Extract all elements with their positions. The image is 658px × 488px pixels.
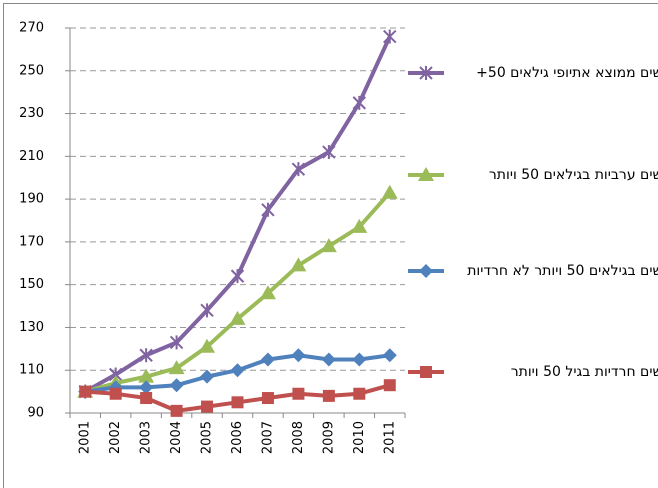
chart-frame <box>3 3 658 488</box>
point <box>322 145 336 160</box>
point <box>351 218 368 233</box>
point <box>291 162 306 177</box>
point <box>169 335 184 350</box>
y-tick-label: 150 <box>19 277 44 292</box>
y-tick-label: 130 <box>19 320 44 335</box>
point <box>230 363 245 378</box>
y-tick-label: 170 <box>19 234 44 249</box>
x-tick-label: 2001 <box>78 421 93 454</box>
legend-marker <box>419 264 433 278</box>
point <box>169 378 184 393</box>
legend-marker <box>419 66 433 80</box>
x-tick-label: 2008 <box>291 421 306 454</box>
point <box>352 95 367 110</box>
point <box>200 369 215 384</box>
point <box>320 238 337 253</box>
y-tick-label: 270 <box>19 21 44 36</box>
point <box>231 396 244 409</box>
x-tick-label: 2009 <box>321 421 336 454</box>
legend-label: נשים ערביות בגילאים 50 ויותר <box>488 167 658 183</box>
point <box>381 184 398 199</box>
point <box>230 269 245 284</box>
point <box>322 389 335 402</box>
point <box>229 310 246 325</box>
point <box>138 368 155 383</box>
point <box>259 285 276 300</box>
point <box>292 387 305 400</box>
series-line <box>84 191 392 394</box>
series-line <box>84 35 392 394</box>
point <box>261 392 274 405</box>
x-tick-label: 2003 <box>139 421 154 454</box>
y-tick-label: 230 <box>19 106 44 121</box>
point <box>109 387 122 400</box>
point <box>79 385 92 398</box>
point <box>261 202 275 217</box>
y-tick-label: 110 <box>19 363 44 378</box>
legend-label: נשים בגילאים 50 ויותר לא חרדיות <box>467 263 658 279</box>
x-tick-label: 2006 <box>230 421 245 454</box>
y-tick-label: 210 <box>19 149 44 164</box>
point <box>199 338 216 353</box>
point <box>200 303 214 318</box>
legend-marker <box>420 366 432 378</box>
point <box>353 387 366 400</box>
point <box>170 404 183 417</box>
point <box>201 400 214 413</box>
point <box>139 348 153 363</box>
x-tick-label: 2002 <box>108 421 123 454</box>
y-tick-label: 90 <box>27 406 44 421</box>
point <box>383 379 396 392</box>
point <box>140 392 153 405</box>
x-tick-label: 2011 <box>382 421 397 454</box>
x-tick-label: 2005 <box>200 421 215 454</box>
point <box>382 348 397 363</box>
y-tick-label: 250 <box>19 63 44 78</box>
point <box>383 29 397 44</box>
legend-label: נשים חרדיות בגיל 50 ויותר <box>510 364 658 380</box>
y-tick-label: 190 <box>19 192 44 207</box>
point <box>260 352 275 367</box>
x-tick-label: 2004 <box>169 421 184 454</box>
point <box>290 257 307 272</box>
x-tick-label: 2007 <box>260 421 275 454</box>
x-tick-label: 2010 <box>352 421 367 454</box>
point <box>168 360 185 375</box>
point <box>139 380 154 395</box>
point <box>321 352 336 367</box>
point <box>291 348 306 363</box>
legend-marker <box>418 167 434 181</box>
legend-label: נשים ממוצא אתיופי גילאים 50+ <box>476 65 658 81</box>
point <box>352 352 367 367</box>
